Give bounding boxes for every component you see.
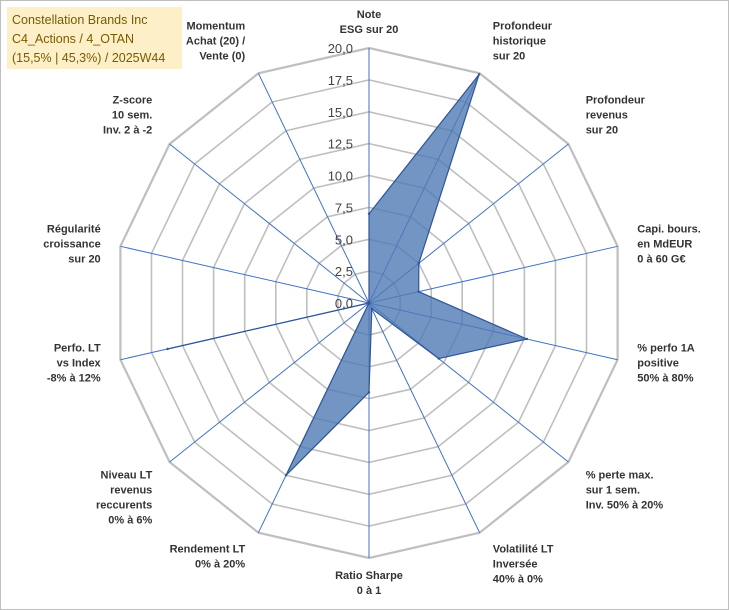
axis-label-5: % perfo 1A positive 50% à 80% <box>637 342 695 384</box>
tick-label-7: 17,5 <box>328 73 353 88</box>
axis-label-4: Capi. bours. en MdEUR 0 à 60 G€ <box>637 224 701 266</box>
data-point-1 <box>367 212 371 215</box>
tick-label-4: 10,0 <box>328 169 353 184</box>
spoke-7 <box>368 302 481 533</box>
axis-label-10: Niveau LT revenus reccurents 0% à 6% <box>96 470 153 527</box>
data-point-4 <box>417 290 420 293</box>
data-point-5 <box>525 337 529 341</box>
chart-title-box: Constellation Brands Inc C4_Actions / 4_… <box>7 7 182 69</box>
axis-label-1: Note ESG sur 20 <box>340 9 399 36</box>
tick-label-0: 0,0 <box>335 296 353 311</box>
data-point-9 <box>284 474 288 477</box>
tick-label-6: 15,0 <box>328 105 353 120</box>
data-point-8 <box>367 391 371 394</box>
axis-label-11: Perfo. LT vs Index -8% à 12% <box>47 342 102 384</box>
axis-label-12: Régularité croissance sur 20 <box>43 224 100 266</box>
axis-label-8: Ratio Sharpe 0 à 1 <box>335 570 403 597</box>
tick-label-3: 7,5 <box>335 200 353 215</box>
axis-label-14: Momentum Achat (20) / Vente (0) <box>186 20 246 62</box>
axis-label-7: Volatilité LT Inversée 40% à 0% <box>493 544 554 586</box>
spoke-12 <box>120 245 370 304</box>
axis-label-13: Z-score 10 sem. Inv. 2 à -2 <box>103 95 152 137</box>
tick-label-8: 20,0 <box>328 41 353 56</box>
axis-label-6: % perte max. sur 1 sem. Inv. 50% à 20% <box>586 470 664 512</box>
chart-title-line-2: C4_Actions / 4_OTAN <box>12 32 135 46</box>
axis-label-2: Profondeur historique sur 20 <box>493 20 553 62</box>
axis-label-9: Rendement LT 0% à 20% <box>170 544 246 571</box>
chart-title-line-3: (15,5% | 45,3%) / 2025W44 <box>12 51 166 65</box>
data-point-7 <box>370 307 373 310</box>
data-point-11 <box>166 347 169 351</box>
data-point-14 <box>367 301 371 305</box>
chart-title-line-1: Constellation Brands Inc <box>12 13 148 27</box>
tick-label-2: 5,0 <box>335 232 353 247</box>
data-point-2 <box>477 73 481 76</box>
spoke-14 <box>257 73 370 304</box>
data-point-3 <box>417 262 420 265</box>
tick-label-1: 2,5 <box>335 264 353 279</box>
tick-label-5: 12,5 <box>328 137 353 152</box>
spoke-13 <box>169 143 370 304</box>
axis-label-3: Profondeur revenus sur 20 <box>586 95 646 137</box>
spoke-10 <box>169 302 370 463</box>
data-point-6 <box>437 357 440 360</box>
